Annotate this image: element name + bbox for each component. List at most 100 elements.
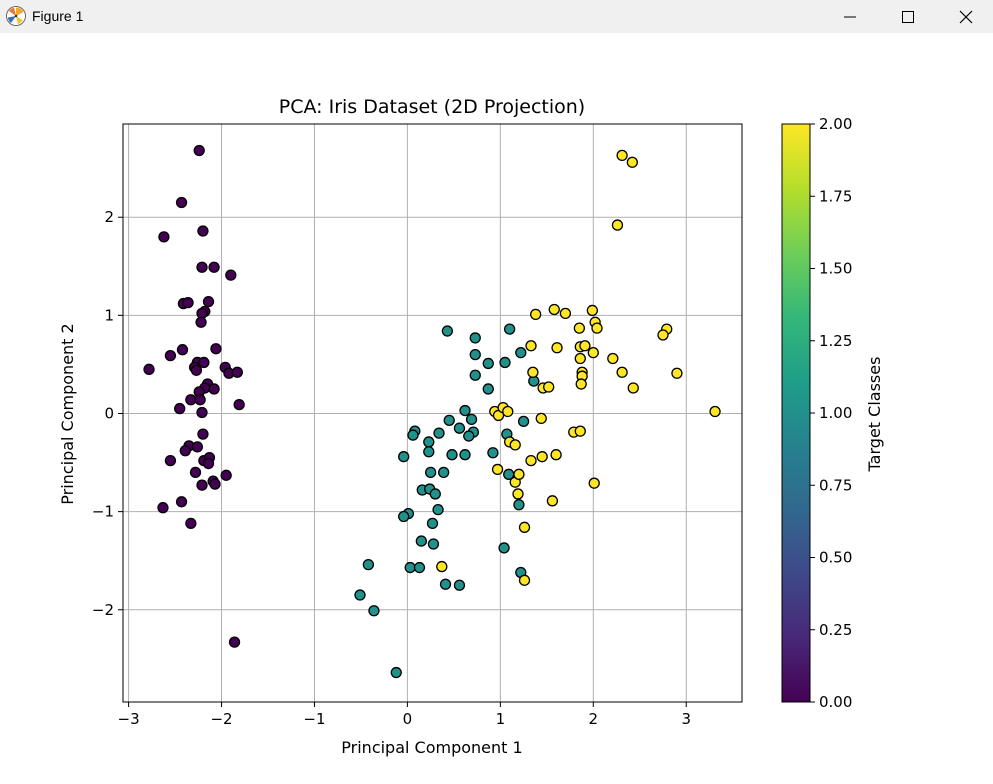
scatter-point: [548, 303, 560, 316]
scatter-point: [185, 517, 197, 530]
pca-scatter-chart: PCA: Iris Dataset (2D Projection) −3 −2 −1…: [58, 96, 884, 757]
scatter-point: [407, 429, 419, 441]
maximize-icon: [902, 10, 914, 23]
axes: −3 −2 −1 0 1 2 3 −2 −1 0 1 2: [92, 208, 691, 728]
scatter-point: [469, 348, 481, 361]
scatter-point: [517, 415, 530, 427]
scatter-point: [354, 589, 366, 601]
window-titlebar: Figure 1: [0, 0, 993, 33]
close-button[interactable]: [937, 0, 993, 33]
colorbar-tick-label: 0.25: [819, 621, 852, 639]
scatter-point: [459, 449, 471, 461]
scatter-point: [209, 478, 221, 490]
scatter-point: [143, 363, 155, 375]
scatter-point: [228, 636, 241, 648]
scatter-point: [404, 561, 416, 574]
scatter-point: [671, 367, 683, 379]
scatter-point: [423, 436, 435, 448]
scatter-point: [189, 466, 202, 479]
scatter-point: [182, 296, 194, 309]
scatter-point: [586, 304, 599, 317]
chart-title: PCA: Iris Dataset (2D Projection): [279, 96, 585, 118]
scatter-point: [611, 219, 624, 231]
scatter-point: [535, 412, 547, 425]
scatter-point: [196, 261, 208, 273]
scatter-point: [453, 579, 466, 591]
scatter-point: [193, 144, 205, 157]
y-tick-label: 2: [104, 208, 114, 226]
scatter-point: [525, 340, 537, 352]
scatter-point: [709, 405, 721, 418]
x-tick-label: 0: [403, 710, 413, 728]
scatter-point: [527, 366, 539, 378]
matplotlib-figure-icon: [6, 6, 26, 26]
scatter-point: [175, 496, 188, 508]
x-tick-label: −2: [210, 710, 232, 728]
scatter-point: [543, 381, 555, 393]
colorbar-tick-label: 1.50: [819, 260, 852, 278]
scatter-point: [194, 394, 206, 406]
scatter-point: [626, 156, 638, 168]
scatter-point: [559, 307, 572, 320]
scatter-point: [579, 340, 591, 352]
x-tick-label: 1: [496, 710, 506, 728]
scatter-point: [536, 451, 548, 463]
scatter-point: [518, 574, 531, 586]
scatter-point: [158, 231, 170, 243]
scatter-point: [398, 510, 410, 523]
scatter-point: [390, 666, 402, 679]
scatter-point: [573, 322, 585, 334]
scatter-point: [426, 517, 439, 530]
colorbar-tick-label: 1.00: [819, 404, 852, 422]
y-tick-label: 0: [104, 404, 114, 422]
scatter-point: [202, 295, 215, 308]
scatter-point: [546, 495, 559, 507]
colorbar-tick-label: 0.50: [819, 549, 852, 567]
colorbar-tick-label: 2.00: [819, 115, 852, 133]
colorbar-tick-label: 1.75: [819, 187, 852, 205]
y-tick-label: −1: [92, 503, 114, 521]
scatter-point: [518, 521, 531, 533]
scatter-point: [587, 346, 599, 359]
scatter-point: [195, 316, 207, 328]
scatter-point: [657, 329, 669, 341]
window-title: Figure 1: [32, 8, 84, 24]
scatter-point: [362, 558, 375, 571]
scatter-point: [157, 502, 169, 514]
scatter-point: [463, 430, 475, 442]
scatter-point: [175, 196, 188, 209]
x-tick-label: 3: [681, 710, 691, 728]
scatter-point: [503, 323, 516, 335]
scatter-point: [487, 447, 499, 459]
scatter-point: [513, 499, 525, 511]
scatter-point: [164, 454, 177, 467]
scatter-point: [574, 425, 586, 437]
scatter-point: [174, 402, 186, 415]
scatter-point: [530, 308, 542, 321]
scatter-point: [438, 466, 450, 479]
scatter-point: [429, 488, 441, 500]
maximize-button[interactable]: [879, 0, 937, 33]
y-tick-label: −2: [92, 601, 114, 619]
scatter-point: [550, 449, 562, 461]
scatter-point: [225, 269, 237, 281]
scatter-point: [459, 404, 471, 417]
scatter-point: [233, 399, 245, 411]
scatter-point: [424, 466, 437, 479]
scatter-point: [210, 343, 222, 355]
scatter-point: [208, 383, 220, 395]
scatter-point: [423, 446, 435, 458]
scatter-point: [498, 542, 510, 554]
scatter-point: [499, 356, 511, 369]
colorbar: 0.00 0.25 0.50 0.75 1.00 1.25 1.50 1.75 2.00: [781, 115, 852, 711]
scatter-point: [482, 383, 494, 395]
scatter-point: [491, 463, 504, 476]
scatter-point: [575, 378, 587, 390]
scatter-point: [413, 561, 426, 574]
colorbar-label: Target Classes: [865, 357, 884, 473]
scatter-point: [179, 445, 191, 457]
grid: [123, 124, 742, 702]
scatter-point: [197, 225, 209, 237]
minimize-button[interactable]: [821, 0, 879, 33]
figure-canvas: PCA: Iris Dataset (2D Projection) −3 −2 −1…: [0, 33, 993, 784]
